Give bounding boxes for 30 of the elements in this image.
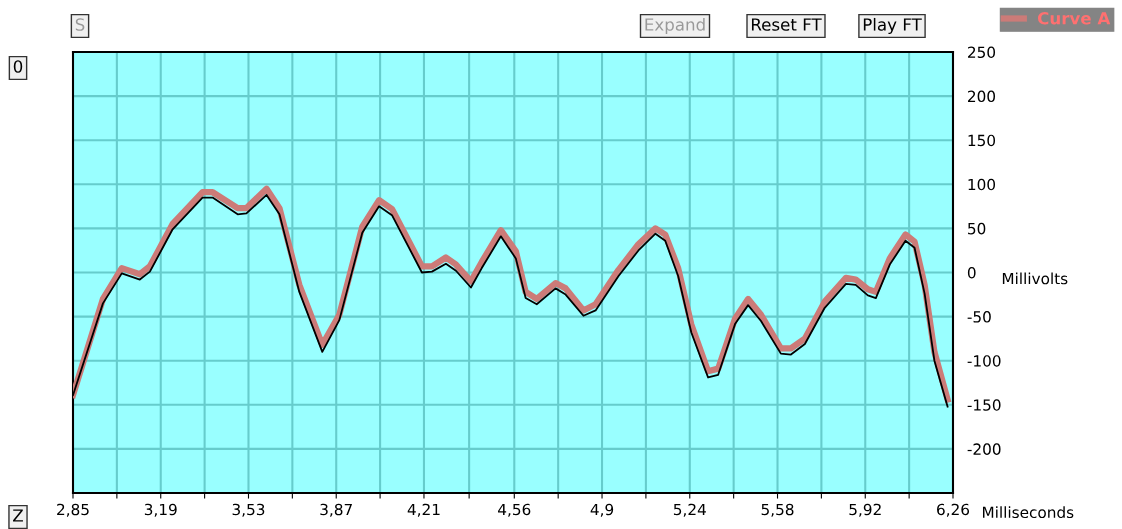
- x-tick-label: 3,19: [144, 503, 177, 517]
- x-tick-label: 5,58: [761, 503, 794, 517]
- y-tick-label: -100: [967, 355, 1001, 367]
- x-tick-label: 4,21: [407, 503, 440, 517]
- y-tick-label: 50: [968, 222, 986, 235]
- x-tick-label: 4,56: [498, 503, 531, 517]
- y-axis-title: Millivolts: [1002, 272, 1068, 285]
- text: Expand: [645, 17, 705, 35]
- legend-label: Curve A: [1037, 11, 1111, 25]
- y-tick-label: 250: [968, 46, 996, 59]
- y-tick-label: 100: [968, 178, 996, 191]
- y-tick-label: -200: [967, 443, 1001, 455]
- x-tick-label: 3,53: [232, 503, 265, 517]
- text: 0: [13, 60, 23, 73]
- text: S: [75, 18, 85, 31]
- x-tick-label: 5,92: [849, 503, 881, 517]
- text: Play FT: [863, 17, 922, 35]
- y-tick-label: 0: [967, 266, 976, 279]
- x-tick-label: 6,26: [937, 503, 970, 517]
- x-tick-label: 3,87: [320, 503, 352, 517]
- y-tick-label: -50: [967, 311, 991, 323]
- x-tick-label: 2,85: [57, 503, 89, 517]
- text: Reset FT: [751, 18, 822, 31]
- x-tick-label: 5,24: [673, 503, 706, 517]
- text: Z: [13, 509, 23, 522]
- y-tick-label: 200: [968, 90, 996, 103]
- x-tick-label: 4,9: [590, 503, 614, 517]
- x-axis-title: Milliseconds: [983, 506, 1074, 519]
- y-tick-label: -150: [967, 399, 1001, 411]
- y-tick-label: 150: [968, 134, 996, 147]
